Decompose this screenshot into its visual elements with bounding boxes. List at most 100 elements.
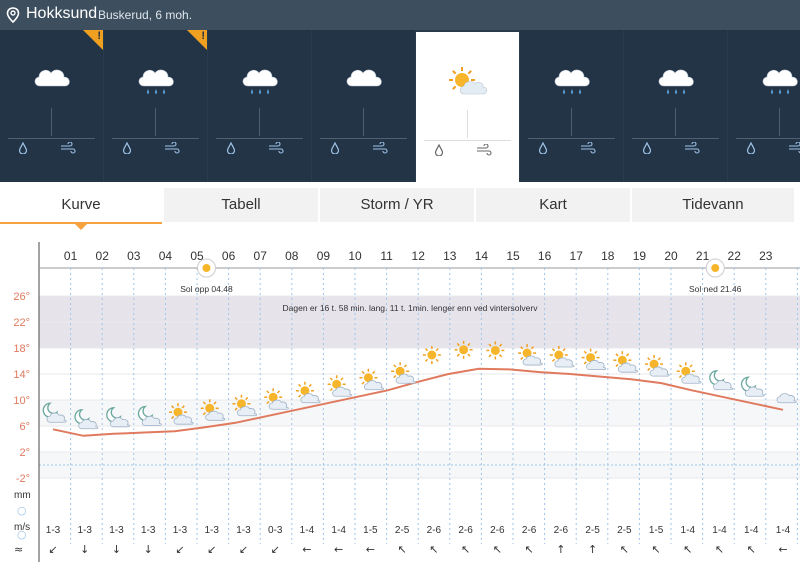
- wind-direction-arrow: ←: [778, 543, 787, 556]
- wind-direction-arrow: ↑: [588, 543, 597, 556]
- temp-divider: [675, 108, 676, 136]
- tab-label: Tidevann: [682, 196, 744, 213]
- tab-label: Storm / YR: [360, 196, 434, 213]
- wind-range: 1-3: [204, 525, 219, 536]
- tab-storm-yr[interactable]: Storm / YR: [320, 188, 474, 222]
- temp-divider: [467, 110, 468, 138]
- wind-direction-arrow: ↖: [715, 543, 724, 556]
- cloud-rain-icon: [238, 62, 282, 98]
- day-card[interactable]: [728, 30, 800, 182]
- wind-direction-arrow: ↙: [48, 543, 57, 556]
- wind-direction-arrow: ↖: [461, 543, 470, 556]
- wind-range: 1-3: [109, 525, 124, 536]
- raindrop-icon: ○: [17, 528, 27, 541]
- wind-range: 2-6: [458, 525, 473, 536]
- cloud-icon: [30, 62, 74, 98]
- hour-label: 22: [728, 249, 742, 263]
- tab-tabell[interactable]: Tabell: [164, 188, 318, 222]
- card-divider: [632, 138, 719, 139]
- warning-icon[interactable]: !: [83, 30, 103, 50]
- y-tick-label: 10°: [13, 395, 30, 407]
- hour-label: 06: [222, 249, 236, 263]
- wind-direction-arrow: ←: [334, 543, 343, 556]
- wind-direction-arrow: ←: [366, 543, 375, 556]
- location-region: Buskerud, 6 moh.: [98, 8, 193, 22]
- sun-cloud-icon: [676, 362, 702, 384]
- tab-label: Kurve: [61, 196, 101, 213]
- wind-range: 2-6: [427, 525, 442, 536]
- sun-cloud-icon: [264, 388, 289, 410]
- hour-label: 16: [538, 249, 552, 263]
- tab-kart[interactable]: Kart: [476, 188, 630, 222]
- wind-direction-arrow: ←: [302, 543, 311, 556]
- wind-direction-arrow: ↙: [175, 543, 184, 556]
- sunrise-icon: [202, 264, 211, 272]
- card-divider: [8, 138, 95, 139]
- wind-range: 1-5: [363, 525, 378, 536]
- card-divider: [112, 138, 199, 139]
- raindrop-icon: [122, 141, 132, 157]
- wind-direction-arrow: ↖: [651, 543, 660, 556]
- temp-divider: [363, 108, 364, 136]
- wind-range: 1-4: [776, 525, 791, 536]
- wind-icon: ≈: [14, 543, 23, 556]
- moon-cloud-icon: [106, 407, 131, 428]
- hour-label: 19: [633, 249, 647, 263]
- wind-range: 2-6: [490, 525, 505, 536]
- hour-label: 15: [506, 249, 520, 263]
- wind-icon: [60, 141, 76, 157]
- y-tick-label: 26°: [13, 291, 30, 303]
- raindrop-icon: [746, 141, 756, 157]
- day-card[interactable]: !: [0, 30, 103, 182]
- hourly-forecast-chart: 01 02 03 04 05 06 07 08 09 10 11 12 13 14 15 16 17 18 19 20…: [13, 242, 800, 562]
- day-card[interactable]: [624, 30, 727, 182]
- sun-cloud-icon: [359, 368, 385, 391]
- wind-axis-label: m/s: [14, 522, 30, 533]
- hour-label: 07: [254, 249, 268, 263]
- day-card[interactable]: [312, 30, 415, 182]
- warning-icon[interactable]: !: [187, 30, 207, 50]
- wind-direction-arrow: ↖: [429, 543, 438, 556]
- sun-icon: [454, 340, 473, 359]
- sun-cloud-icon: [549, 346, 575, 368]
- temp-divider: [51, 108, 52, 136]
- cloud-rain-icon: [550, 62, 594, 98]
- cloud-rain-icon: [758, 62, 800, 98]
- tab-tidevann[interactable]: Tidevann: [632, 188, 794, 222]
- hour-label: 04: [159, 249, 173, 263]
- sun-cloud-icon: [518, 344, 543, 366]
- wind-direction-arrow: ↓: [80, 543, 89, 556]
- day-card[interactable]: [208, 30, 311, 182]
- hour-label: 02: [96, 249, 110, 263]
- wind-direction-arrow: ↖: [493, 543, 502, 556]
- sun-cloud-icon: [613, 351, 638, 373]
- day-card[interactable]: !: [104, 30, 207, 182]
- day-card[interactable]: [416, 32, 519, 182]
- daylight-text: Dagen er 16 t. 58 min. lang. 11 t. 1min.…: [283, 303, 539, 313]
- y-tick-label: 14°: [13, 369, 30, 381]
- hour-label: 09: [317, 249, 331, 263]
- cloud-rain-icon: [134, 62, 178, 98]
- sun-cloud-icon: [200, 399, 226, 421]
- tab-kurve[interactable]: Kurve: [0, 188, 162, 230]
- hour-label: 14: [475, 249, 489, 263]
- sunrise-label: Sol opp 04.48: [180, 284, 233, 294]
- wind-icon: [684, 141, 700, 157]
- sun-cloud-icon: [581, 348, 607, 370]
- temp-divider: [259, 108, 260, 136]
- hour-label: 11: [380, 249, 393, 263]
- tab-label: Tabell: [221, 196, 261, 213]
- hour-label: 05: [190, 249, 204, 263]
- wind-icon: [788, 141, 800, 157]
- day-card[interactable]: [520, 30, 623, 182]
- hour-label: 21: [696, 249, 710, 263]
- view-tabs: Kurve Tabell Storm / YR Kart Tidevann: [0, 186, 800, 230]
- wind-range: 1-4: [300, 525, 315, 536]
- wind-range: 2-6: [522, 525, 537, 536]
- sun-icon: [422, 346, 441, 364]
- y-tick-label: 22°: [13, 317, 30, 329]
- y-tick-label: 18°: [13, 343, 30, 355]
- raindrop-icon: [642, 141, 652, 157]
- location-name[interactable]: Hokksund: [26, 5, 98, 22]
- wind-range: 1-5: [649, 525, 664, 536]
